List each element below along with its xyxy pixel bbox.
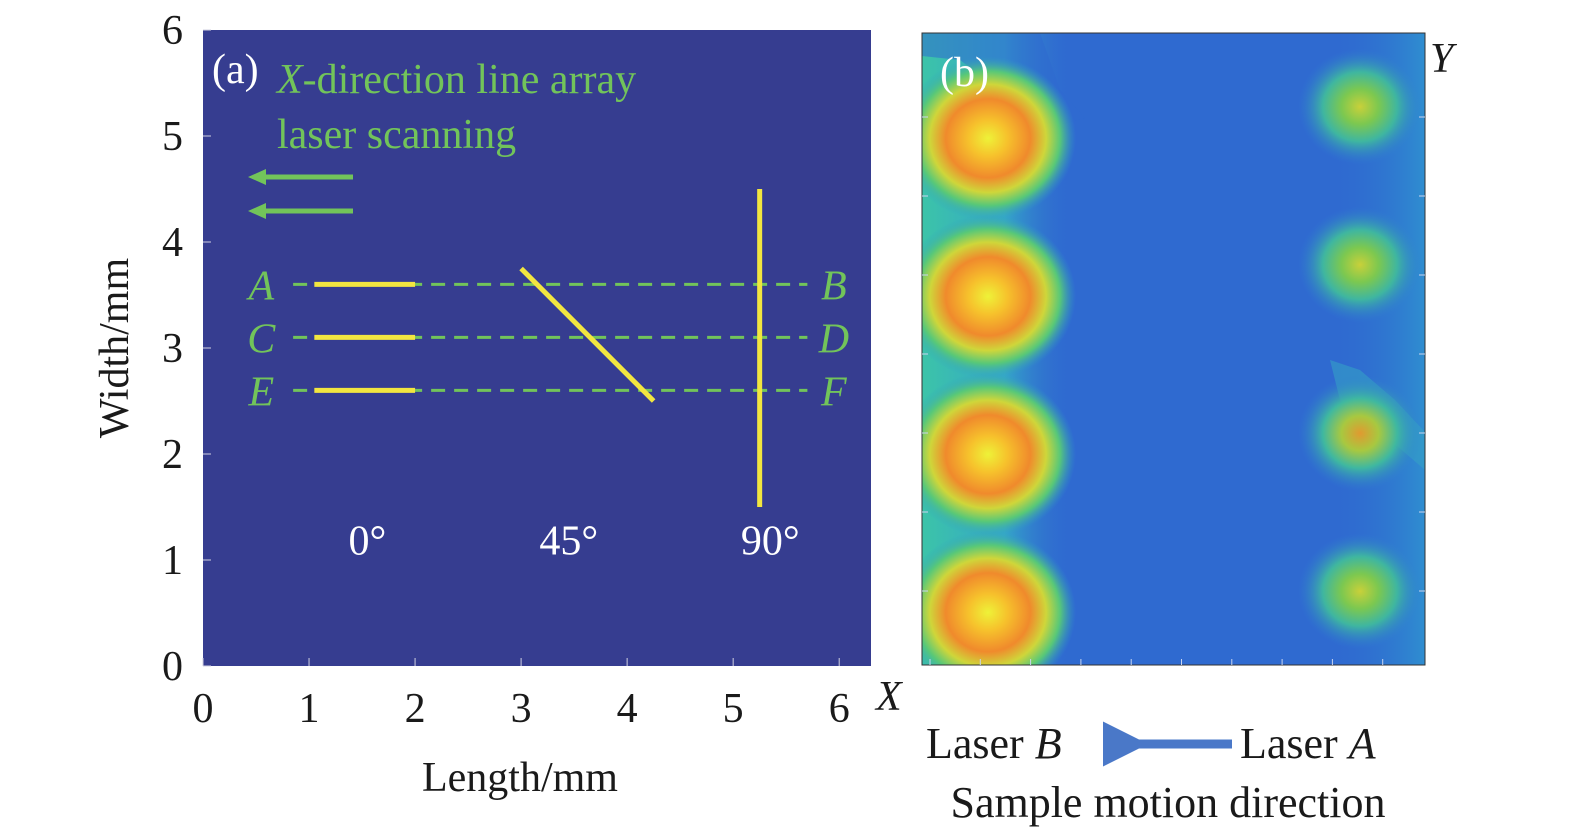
panel-b-y-axis-label: Y	[1430, 36, 1458, 82]
angle-label-2: 90°	[741, 519, 800, 565]
x-axis-label: Length/mm	[422, 755, 618, 801]
x-tick-label-3: 3	[511, 686, 532, 732]
y-tick-label-0: 0	[162, 644, 183, 690]
y-tick-label-3: 3	[162, 326, 183, 372]
reference-label-end-2: F	[820, 369, 847, 415]
scan-lines	[314, 189, 763, 507]
y-tick-label-2: 2	[162, 432, 183, 478]
y-tick-label-6: 6	[162, 8, 183, 54]
reference-label-start-1: C	[247, 316, 276, 362]
x-tick-label-4: 4	[617, 686, 638, 732]
panel-a-title-line1: X-direction line array	[275, 57, 636, 103]
panel-a-title-rest: -direction line array	[303, 57, 637, 103]
scan-direction-arrows	[248, 169, 353, 219]
x-tick-label-0: 0	[193, 686, 214, 732]
heat-spot-left-3	[922, 530, 1076, 665]
panel-b-tick-marks	[922, 116, 1425, 665]
reference-label-start-2: E	[247, 369, 274, 415]
panel-b-frame	[921, 32, 1426, 666]
caption-laser-b-letter: B	[1035, 719, 1062, 768]
heat-spot-right-1	[1298, 206, 1422, 323]
reference-label-end-1: D	[818, 316, 849, 362]
y-tick-label-1: 1	[162, 538, 183, 584]
caption-laser-b-text: Laser	[926, 719, 1035, 768]
heat-spot-left-0	[922, 56, 1076, 221]
scan-line-1-0	[519, 266, 656, 403]
caption-laser-a-letter: A	[1346, 719, 1377, 768]
x-tick-label-5: 5	[723, 686, 744, 732]
heat-spot-right-0	[1298, 48, 1422, 165]
panel-b: (b) Y X Laser B Laser A Sample motion di…	[874, 32, 1458, 827]
panel-a-label: (a)	[212, 47, 259, 93]
angle-label-0: 0°	[348, 519, 386, 565]
panel-b-label: (b)	[940, 50, 989, 96]
panel-a: A B C D E F 0° 45° 90° (a) X-direction line arr…	[92, 8, 871, 801]
angle-labels: 0° 45° 90°	[348, 519, 799, 565]
reference-lines	[293, 282, 808, 392]
heat-spot-right-2	[1298, 375, 1422, 492]
scan-arrow-1-head	[248, 169, 266, 185]
x-tick-label-2: 2	[405, 686, 426, 732]
caption-laser-a-text: Laser	[1240, 719, 1349, 768]
angle-label-1: 45°	[539, 519, 598, 565]
caption-laser-b: Laser B	[926, 719, 1062, 768]
x-tick-label-1: 1	[299, 686, 320, 732]
x-tick-labels: 0 1 2 3 4 5 6	[193, 686, 850, 732]
heat-spot-left-2	[922, 372, 1076, 537]
caption-laser-a: Laser A	[1240, 719, 1377, 768]
reference-label-end-0: B	[821, 263, 847, 309]
scan-arrow-2-head	[248, 203, 266, 219]
panel-a-title-axis: X	[275, 57, 305, 103]
panel-a-title-line2: laser scanning	[277, 112, 516, 158]
caption-motion-direction: Sample motion direction	[950, 778, 1385, 827]
reference-label-start-0: A	[245, 263, 274, 309]
panel-b-x-axis-label: X	[874, 674, 904, 720]
y-tick-label-4: 4	[162, 220, 183, 266]
heat-spot-left-1	[922, 214, 1076, 379]
y-tick-labels: 0 1 2 3 4 5 6	[162, 8, 183, 690]
heat-spot-right-3	[1298, 533, 1422, 650]
reference-labels: A B C D E F	[245, 263, 849, 415]
y-axis-label: Width/mm	[92, 258, 138, 439]
x-tick-label-6: 6	[829, 686, 850, 732]
panel-a-tick-marks	[202, 29, 840, 667]
heat-spots	[922, 48, 1422, 665]
y-tick-label-5: 5	[162, 114, 183, 160]
